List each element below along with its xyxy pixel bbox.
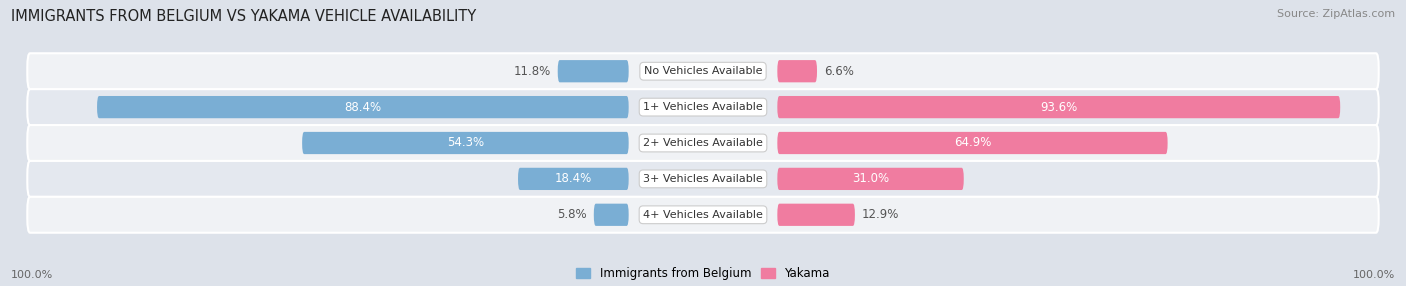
FancyBboxPatch shape — [778, 168, 963, 190]
Legend: Immigrants from Belgium, Yakama: Immigrants from Belgium, Yakama — [576, 267, 830, 280]
FancyBboxPatch shape — [27, 89, 1379, 125]
Text: 54.3%: 54.3% — [447, 136, 484, 150]
Text: 2+ Vehicles Available: 2+ Vehicles Available — [643, 138, 763, 148]
FancyBboxPatch shape — [778, 132, 1167, 154]
Text: 31.0%: 31.0% — [852, 172, 889, 185]
Text: 64.9%: 64.9% — [953, 136, 991, 150]
Text: 88.4%: 88.4% — [344, 101, 381, 114]
FancyBboxPatch shape — [27, 53, 1379, 89]
FancyBboxPatch shape — [27, 197, 1379, 233]
FancyBboxPatch shape — [778, 96, 1340, 118]
FancyBboxPatch shape — [778, 204, 855, 226]
Text: 5.8%: 5.8% — [557, 208, 588, 221]
FancyBboxPatch shape — [27, 125, 1379, 161]
Text: 1+ Vehicles Available: 1+ Vehicles Available — [643, 102, 763, 112]
FancyBboxPatch shape — [558, 60, 628, 82]
Text: 18.4%: 18.4% — [555, 172, 592, 185]
FancyBboxPatch shape — [778, 60, 817, 82]
Text: 100.0%: 100.0% — [1353, 270, 1395, 280]
Text: 6.6%: 6.6% — [824, 65, 853, 78]
Text: 12.9%: 12.9% — [862, 208, 898, 221]
FancyBboxPatch shape — [517, 168, 628, 190]
FancyBboxPatch shape — [302, 132, 628, 154]
Text: No Vehicles Available: No Vehicles Available — [644, 66, 762, 76]
Text: Source: ZipAtlas.com: Source: ZipAtlas.com — [1277, 9, 1395, 19]
Text: 4+ Vehicles Available: 4+ Vehicles Available — [643, 210, 763, 220]
Text: 100.0%: 100.0% — [11, 270, 53, 280]
FancyBboxPatch shape — [593, 204, 628, 226]
Text: 93.6%: 93.6% — [1040, 101, 1077, 114]
Text: IMMIGRANTS FROM BELGIUM VS YAKAMA VEHICLE AVAILABILITY: IMMIGRANTS FROM BELGIUM VS YAKAMA VEHICL… — [11, 9, 477, 23]
Text: 11.8%: 11.8% — [513, 65, 551, 78]
FancyBboxPatch shape — [97, 96, 628, 118]
Text: 3+ Vehicles Available: 3+ Vehicles Available — [643, 174, 763, 184]
FancyBboxPatch shape — [27, 161, 1379, 197]
